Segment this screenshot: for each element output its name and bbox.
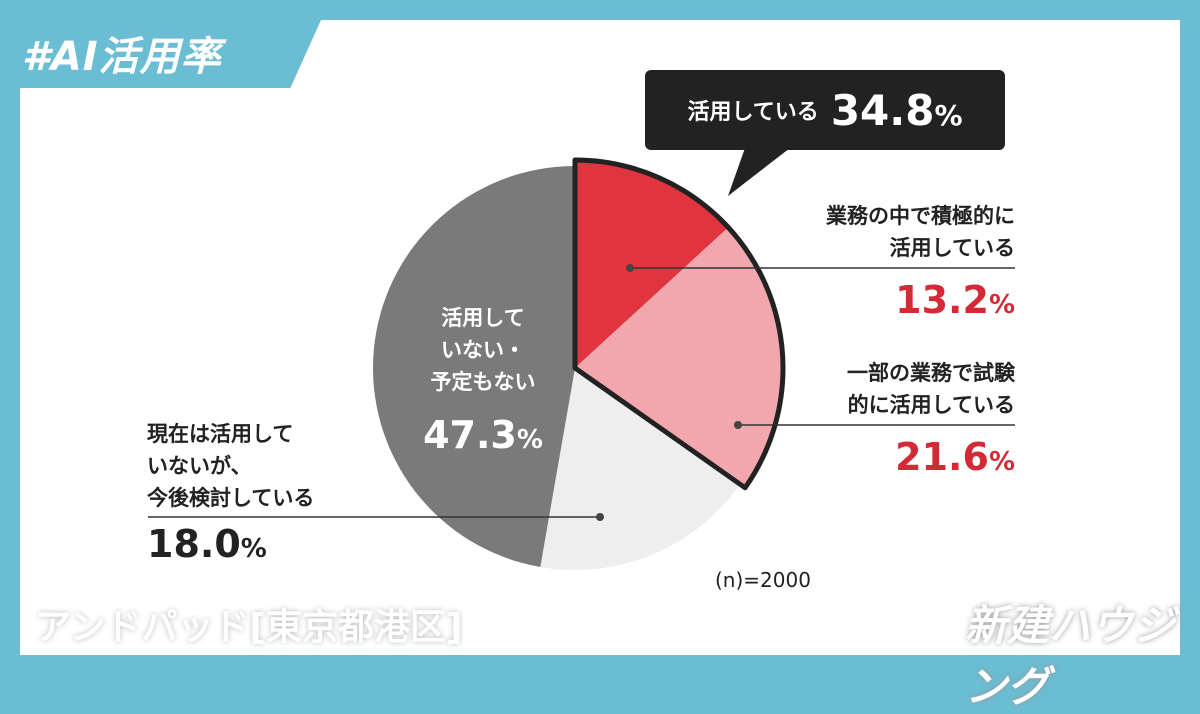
- sample-size-note: (n)=2000: [715, 568, 811, 592]
- callout-value: 34.8: [830, 85, 935, 135]
- callout-box: 活用している 34.8%: [645, 70, 1005, 150]
- label-line: いない・: [441, 338, 525, 362]
- leader-dot-1: [734, 421, 742, 429]
- watermark-left: アンドパッド[東京都港区]: [35, 607, 463, 648]
- label-line: 現在は活用して: [147, 422, 294, 446]
- pie-slice-3: [373, 166, 575, 567]
- pie-slice-1: [575, 227, 784, 488]
- label-line: 業務の中で積極的に: [826, 204, 1015, 228]
- watermark-logo: 新建ハウジング: [965, 601, 1176, 711]
- pie-slice-0: [575, 160, 729, 368]
- callout-pointer: [728, 148, 790, 196]
- leader-dot-0: [626, 264, 634, 272]
- slice-label-1: 一部の業務で試験 的に活用している: [847, 357, 1015, 421]
- pie-chart: [148, 148, 1015, 570]
- slice-label-3: 活用して いない・ 予定もない: [403, 302, 563, 398]
- slice-value-2: 18.0%: [147, 522, 267, 566]
- label-line: 今後検討している: [147, 486, 315, 510]
- slice-label-2: 現在は活用して いないが、 今後検討している: [147, 418, 314, 514]
- pie-slice-2: [540, 368, 741, 570]
- page-title: #AI活用率: [22, 34, 222, 80]
- label-line: いないが、: [147, 454, 252, 478]
- leader-dot-2: [596, 513, 604, 521]
- highlight-outline: [572, 157, 786, 491]
- label-line: 的に活用している: [847, 393, 1015, 417]
- slice-label-0: 業務の中で積極的に 活用している: [826, 200, 1015, 264]
- slice-value-3: 47.3%: [423, 413, 543, 457]
- label-line: 予定もない: [430, 370, 536, 394]
- slice-value-1: 21.6%: [895, 435, 1015, 479]
- callout-label: 活用している: [687, 100, 819, 125]
- label-line: 活用して: [441, 306, 525, 330]
- slice-value-0: 13.2%: [895, 278, 1015, 322]
- title-tab: [0, 0, 330, 88]
- label-line: 一部の業務で試験: [847, 361, 1015, 385]
- label-line: 活用している: [889, 236, 1015, 260]
- callout-unit: %: [934, 98, 963, 132]
